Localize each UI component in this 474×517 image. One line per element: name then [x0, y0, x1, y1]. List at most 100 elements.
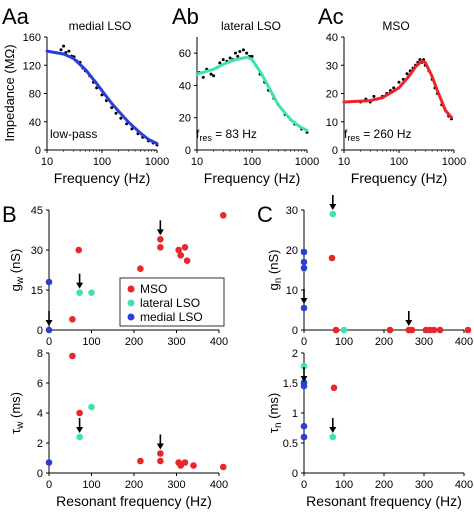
y-tick-label: 8 [37, 348, 43, 360]
x-tick-label: 300 [167, 479, 185, 491]
y-axis-label: gw (nS) [8, 249, 26, 292]
axes-C_top: 0 100 200 300 400 0 10 20 30 [286, 205, 473, 348]
data-point [218, 61, 222, 65]
data-point-mso [181, 459, 189, 466]
data-point-lateral-lso [329, 210, 337, 218]
y-axis-label: τw (ms) [8, 392, 26, 434]
y-tick-label: 6 [37, 378, 43, 390]
x-tick-label: 200 [375, 479, 393, 491]
data-point-medial-lso [300, 382, 308, 390]
arrow-head [329, 427, 337, 433]
data-point-medial-lso [45, 326, 53, 334]
y-tick-label: 15 [31, 285, 43, 297]
y-tick-label: 60 [179, 48, 191, 60]
data-point-mso [430, 326, 438, 334]
data-point-mso [386, 326, 394, 334]
data-point [62, 44, 66, 48]
x-tick-label: 100 [93, 156, 111, 168]
data-point-mso [183, 257, 191, 264]
data-point-lateral-lso [88, 403, 95, 411]
panel-label-ab: Ab [172, 4, 199, 29]
data-point-medial-lso [300, 264, 308, 272]
data-point-mso [219, 212, 227, 219]
data-point [233, 51, 237, 55]
panel-aa-note: low-pass [50, 127, 97, 141]
y-tick-label: 80 [29, 89, 41, 101]
data-point [241, 48, 245, 52]
x-tick-label: 1000 [295, 156, 319, 168]
arrow-head [329, 204, 337, 210]
y-tick-label: 0 [35, 145, 41, 157]
x-tick-label: 1000 [145, 156, 169, 168]
data-point-medial-lso [300, 422, 308, 430]
panel-aa-title: medial LSO [69, 19, 132, 33]
x-tick-label: 0 [46, 336, 52, 348]
arrow-head [300, 298, 308, 304]
data-point-mso [157, 244, 164, 251]
data-point-mso [181, 244, 189, 251]
legend-label-medial-lso: medial LSO [140, 310, 203, 324]
panel-label-c: C [257, 202, 273, 227]
panel-label-aa: Aa [2, 4, 30, 29]
data-point-medial-lso [300, 304, 308, 312]
data-point [114, 111, 118, 115]
x-axis-label: Frequency (Hz) [351, 170, 447, 186]
y-tick-label: 0 [332, 145, 338, 157]
fit-line [195, 55, 309, 133]
y-tick-label: 10 [286, 285, 298, 297]
x-tick-label: 10 [41, 156, 53, 168]
x-axis-label: Frequency (Hz) [204, 170, 300, 186]
y-tick-label: 0 [37, 325, 43, 337]
x-axis-label: Resonant frequency (Hz) [56, 493, 212, 509]
y-tick-label: 40 [326, 32, 338, 44]
data-point-mso [219, 463, 227, 471]
x-tick-label: 1000 [442, 156, 466, 168]
x-tick-label: 200 [375, 336, 393, 348]
y-tick-label: 2 [37, 438, 43, 450]
data-point-mso [157, 457, 164, 465]
panel-label-b: B [2, 202, 17, 227]
annotation-arrow [76, 418, 84, 433]
arrow-head [405, 320, 413, 326]
y-tick-label: 30 [326, 60, 338, 72]
data-point [212, 74, 216, 78]
annotation-arrow [45, 311, 53, 326]
data-point [236, 54, 240, 58]
fit-line [342, 59, 453, 119]
data-point-mso [76, 409, 83, 417]
y-tick-label: 0 [185, 145, 191, 157]
y-tick-label: 2 [292, 348, 298, 360]
axes-B_top: 0 100 200 300 400 0 15 30 45 [31, 205, 228, 348]
y-tick-label: 120 [23, 60, 41, 72]
data-point-lateral-lso [88, 289, 95, 296]
axes-C_bottom: 0 100 200 300 400 0 0.5 1 1.5 2 Resonant frequency… [283, 348, 473, 509]
x-tick-label: 100 [335, 479, 353, 491]
data-point [209, 72, 213, 76]
data-point-mso [157, 236, 164, 243]
arrow-head [156, 443, 164, 450]
arrow-head [300, 376, 308, 382]
x-tick-label: 0 [46, 479, 52, 491]
data-point [221, 58, 225, 62]
y-tick-label: 45 [31, 205, 43, 217]
y-tick-label: 1.5 [283, 378, 298, 390]
x-tick-label: 0 [301, 336, 307, 348]
data-point [228, 56, 232, 60]
data-point-lateral-lso [300, 362, 308, 370]
y-tick-label: 10 [326, 117, 338, 129]
y-tick-label: 0 [292, 325, 298, 337]
x-tick-label: 300 [167, 336, 185, 348]
data-point [238, 50, 242, 54]
panel-ab-title: lateral LSO [221, 19, 281, 33]
y-axis-label: gn (nS) [266, 250, 284, 291]
arrow-head [76, 282, 84, 289]
y-tick-label: 160 [23, 32, 41, 44]
y-tick-label: 4 [37, 408, 43, 420]
x-axis-label: Frequency (Hz) [54, 170, 150, 186]
data-point [125, 122, 129, 126]
data-point-mso [328, 254, 336, 262]
x-tick-label: 100 [335, 336, 353, 348]
y-axis-label: Impedance (MΩ) [2, 44, 17, 141]
data-point [372, 94, 376, 98]
